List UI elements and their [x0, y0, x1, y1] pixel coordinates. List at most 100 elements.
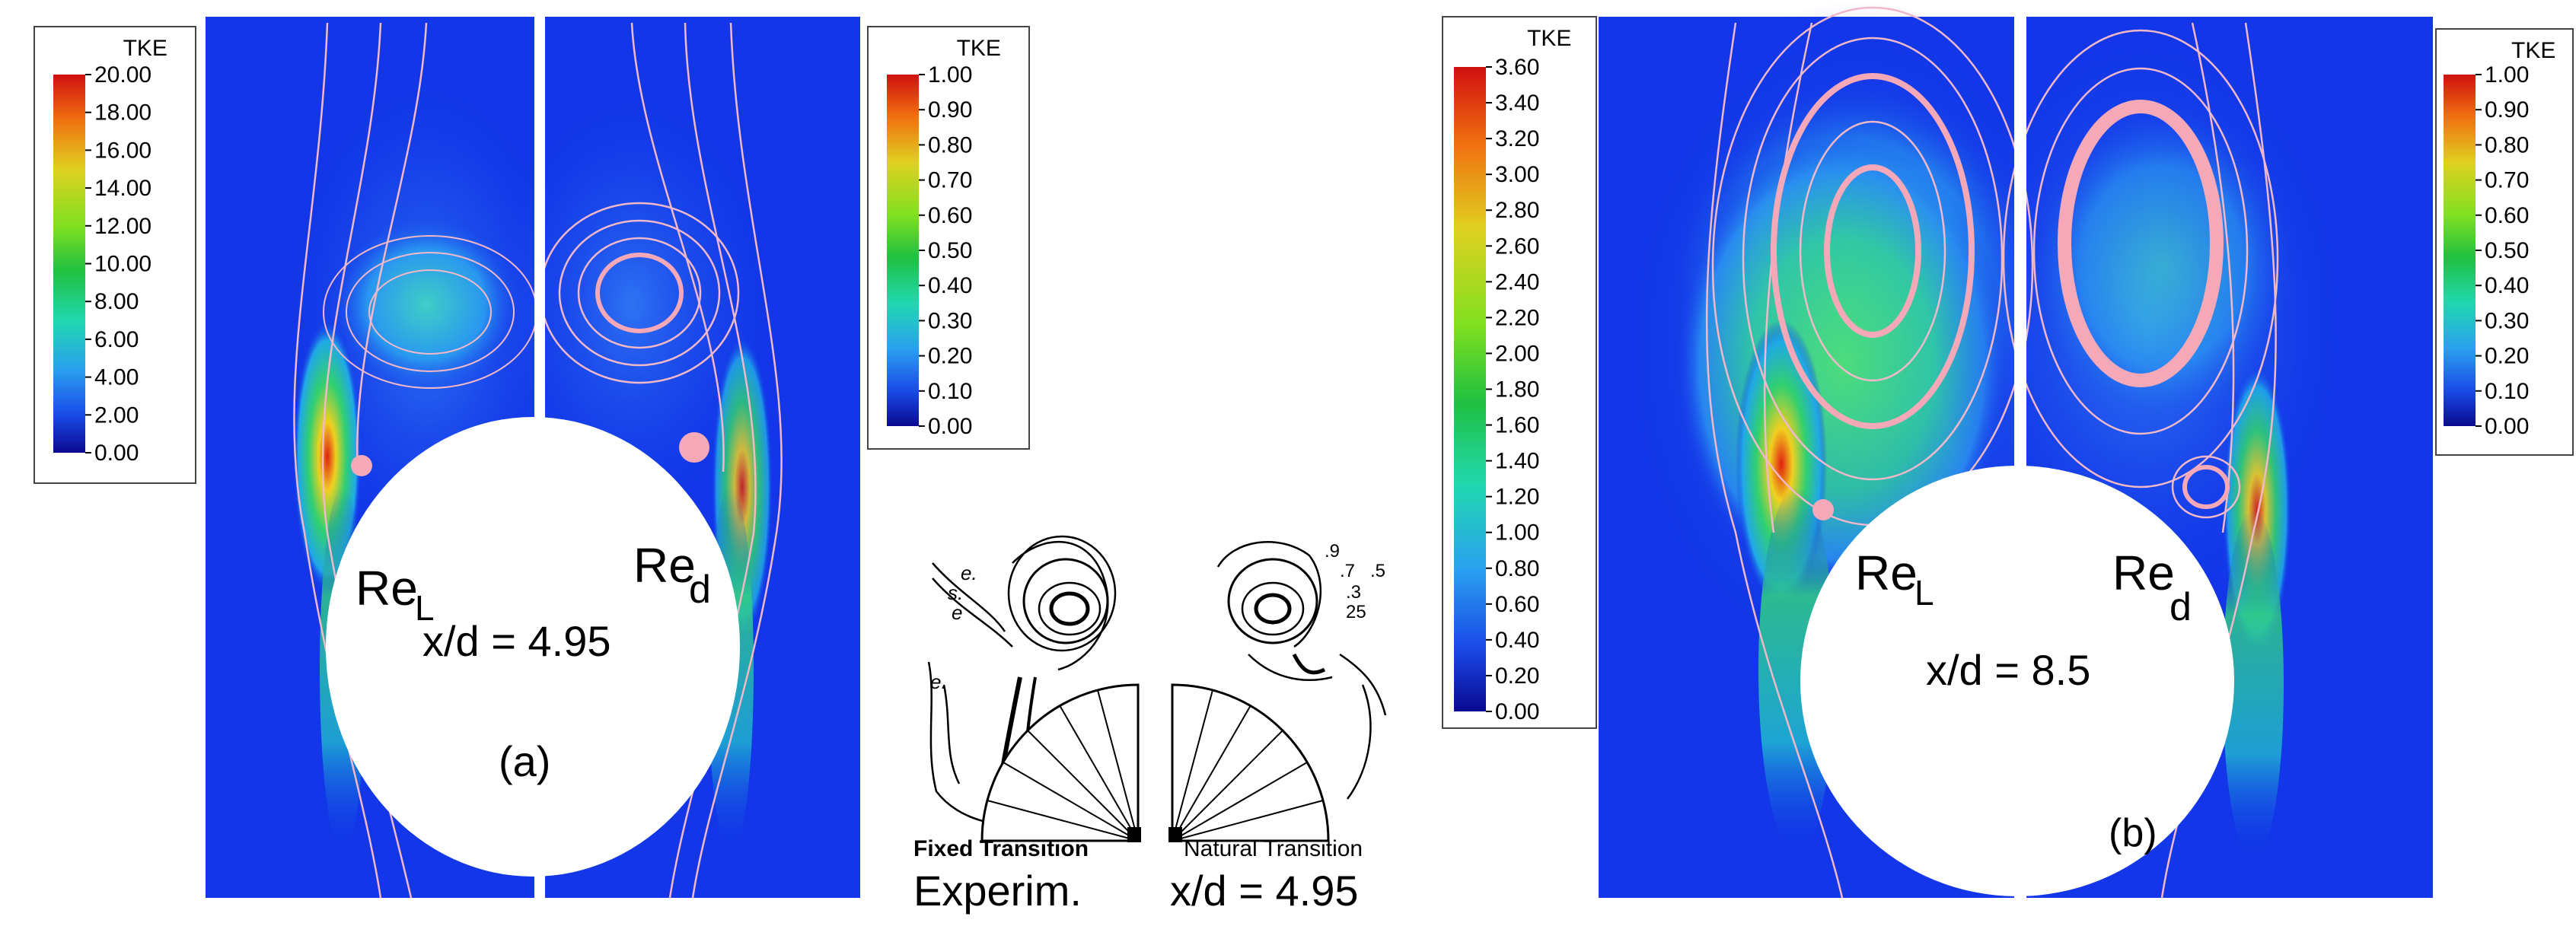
panel-b-re-left-sub: L: [1914, 573, 1934, 613]
colorbar-tick-label: 0.60: [2485, 203, 2529, 228]
colorbar-tick-label: 0.40: [928, 273, 972, 298]
panel-a-cylinder: [326, 417, 740, 877]
contour-label-left-2: s.: [948, 581, 963, 604]
colorbar-tick-label: 0.00: [1495, 699, 1539, 724]
colorbar-tick-label: 10.00: [94, 252, 151, 277]
colorbar-tick-label: 0.50: [2485, 238, 2529, 263]
panel-a-re-right-sub: d: [689, 568, 711, 612]
colorbar-tick-label: 1.00: [1495, 520, 1539, 546]
panel-b-streamlines: [1705, 6, 2279, 899]
colorbar-tick-label: 1.20: [1495, 485, 1539, 510]
colorbar-3: TKE 3.60 3.40 3.20 3.00 2.80 2.60 2.40 2.20 2.00 1…: [1442, 16, 1597, 729]
colorbar-tick-label: 0.90: [2485, 97, 2529, 123]
colorbar-tick-label: 3.00: [1495, 162, 1539, 187]
colorbar-tick-label: 0.10: [928, 379, 972, 404]
colorbar-tick-label: 20.00: [94, 62, 151, 88]
colorbar-tick-label: 0.20: [2485, 344, 2529, 369]
colorbar-gradient: [1454, 67, 1486, 711]
contour-label-right-2: .7: [1340, 561, 1355, 581]
colorbar-tick-label: 3.40: [1495, 91, 1539, 116]
colorbar-tick-label: 1.00: [928, 62, 972, 88]
contour-label-right-5: 25: [1346, 602, 1366, 622]
panel-a-position: x/d = 4.95: [422, 617, 611, 665]
colorbar-tick-label: 1.60: [1495, 413, 1539, 438]
panel-a-re-left-sub: L: [415, 588, 435, 628]
colorbar-tick-label: 2.00: [94, 403, 139, 428]
colorbar-tick-label: 0.80: [2485, 132, 2529, 158]
colorbar-tick-label: 2.80: [1495, 198, 1539, 223]
colorbar-tick-label: 3.20: [1495, 126, 1539, 151]
panel-a-re-left: Re: [355, 561, 418, 616]
contour-label-left-4: e.: [930, 670, 947, 693]
colorbar-tick-label: 0.50: [928, 238, 972, 263]
colorbar-tick-label: 0.30: [928, 308, 972, 333]
colorbar-tick-label: 0.20: [1495, 663, 1539, 689]
colorbar-tick-label: 0.70: [2485, 168, 2529, 193]
experiment-half-disk: [980, 683, 1330, 842]
colorbar-title: TKE: [2511, 38, 2555, 63]
panel-b-re-right: Re: [2112, 546, 2175, 600]
colorbar-tick-label: 0.80: [928, 132, 972, 158]
colorbar-tick-label: 1.80: [1495, 377, 1539, 403]
colorbar-title: TKE: [123, 36, 167, 61]
colorbar-tick-label: 2.20: [1495, 305, 1539, 330]
colorbar-tick-label: 0.00: [2485, 414, 2529, 439]
contour-label-right-3: .5: [1370, 561, 1385, 581]
colorbar-gradient: [887, 75, 919, 426]
colorbar-tick-label: 14.00: [94, 176, 151, 201]
colorbar-tick-label: 18.00: [94, 100, 151, 126]
colorbar-tick-label: 8.00: [94, 289, 139, 314]
experiment-left-caption: Fixed Transition: [913, 836, 1089, 861]
experiment-position: x/d = 4.95: [1170, 867, 1359, 915]
colorbar-tick-label: 3.60: [1495, 55, 1539, 80]
colorbar-tick-label: 0.60: [928, 203, 972, 228]
colorbar-tick-label: 6.00: [94, 327, 139, 352]
colorbar-title: TKE: [957, 36, 1001, 61]
contour-label-left-3: e: [952, 601, 962, 624]
panel-b: Re L Re d x/d = 8.5 (b): [1599, 0, 2433, 899]
colorbar-tick-label: 0.40: [1495, 628, 1539, 653]
experiment-contour-labels: e. s. e e. .9 .7 .5 .3 25: [930, 541, 1385, 693]
experiment-inset: e. s. e e. .9 .7 .5 .3 25 Fixed Transiti…: [913, 535, 1387, 915]
panel-a-re-right: Re: [633, 538, 696, 593]
panel-b-tag: (b): [2109, 811, 2157, 855]
colorbar-title: TKE: [1527, 26, 1571, 51]
experiment-right-caption: Natural Transition: [1184, 836, 1363, 861]
colorbar-tick-label: 2.00: [1495, 341, 1539, 366]
colorbar-tick-label: 12.00: [94, 214, 151, 239]
colorbar-tick-label: 1.00: [2485, 62, 2529, 88]
colorbar-tick-label: 0.30: [2485, 308, 2529, 333]
panel-b-re-right-sub: d: [2170, 585, 2192, 629]
colorbar-tick-label: 0.60: [1495, 592, 1539, 617]
colorbar-tick-label: 0.00: [928, 414, 972, 439]
colorbar-tick-label: 0.20: [928, 344, 972, 369]
experiment-label: Experim.: [913, 867, 1082, 915]
panel-a: Re L Re d x/d = 4.95 (a): [206, 17, 860, 899]
contour-label-left-1: e.: [961, 562, 977, 584]
panel-b-re-left: Re: [1855, 546, 1918, 600]
colorbar-tick-label: 0.70: [928, 168, 972, 193]
colorbar-gradient: [2444, 75, 2476, 426]
contour-label-right-4: .3: [1346, 582, 1361, 603]
colorbar-gradient: [53, 75, 85, 453]
colorbar-tick-label: 0.80: [1495, 556, 1539, 581]
colorbar-tick-label: 2.40: [1495, 269, 1539, 294]
colorbar-tick-label: 16.00: [94, 138, 151, 163]
panel-b-small-vortex-left: [1812, 499, 1834, 520]
panel-a-small-vortex-right: [679, 432, 709, 463]
panel-a-tag: (a): [499, 737, 550, 785]
panel-b-position: x/d = 8.5: [1926, 646, 2090, 694]
panel-b-cylinder: [1800, 466, 2234, 896]
experiment-right-sketch: [1216, 541, 1387, 800]
panel-a-streamlines: [293, 22, 783, 899]
panel-a-small-vortex-left: [351, 455, 372, 476]
colorbar-tick-label: 0.40: [2485, 273, 2529, 298]
colorbar-tick-label: 0.00: [94, 441, 139, 466]
colorbar-tick-label: 0.90: [928, 97, 972, 123]
colorbar-tick-label: 2.60: [1495, 234, 1539, 259]
colorbar-tick-label: 4.00: [94, 365, 139, 390]
